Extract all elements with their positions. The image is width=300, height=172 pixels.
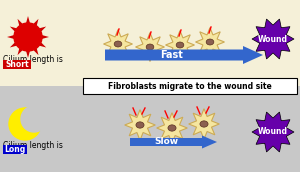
Bar <box>3 60 31 69</box>
FancyArrow shape <box>130 136 217 148</box>
Text: Fast: Fast <box>160 50 183 60</box>
Polygon shape <box>252 112 294 152</box>
Text: Wound: Wound <box>258 35 288 44</box>
Polygon shape <box>10 42 17 47</box>
Bar <box>0 0 300 86</box>
Bar <box>83 78 297 94</box>
Circle shape <box>14 23 42 51</box>
Polygon shape <box>125 110 155 140</box>
Ellipse shape <box>206 39 214 45</box>
Ellipse shape <box>136 122 144 128</box>
Text: Wound: Wound <box>258 127 288 137</box>
Polygon shape <box>7 35 14 39</box>
Polygon shape <box>136 33 164 61</box>
Polygon shape <box>157 113 187 143</box>
Polygon shape <box>17 48 23 55</box>
Text: Short: Short <box>5 60 29 69</box>
Polygon shape <box>42 35 49 39</box>
FancyArrow shape <box>105 46 263 64</box>
Polygon shape <box>26 16 30 23</box>
Text: Cilium length is: Cilium length is <box>3 55 63 63</box>
Polygon shape <box>196 28 224 56</box>
Polygon shape <box>10 26 17 32</box>
Text: Cilium length is: Cilium length is <box>3 141 63 149</box>
Text: Slow: Slow <box>154 137 178 147</box>
Polygon shape <box>17 19 23 26</box>
Polygon shape <box>33 19 38 26</box>
Polygon shape <box>26 51 30 58</box>
Circle shape <box>9 108 41 140</box>
Polygon shape <box>252 19 294 59</box>
Polygon shape <box>33 48 38 55</box>
Ellipse shape <box>146 44 154 50</box>
Circle shape <box>21 106 47 132</box>
Polygon shape <box>166 31 194 60</box>
Polygon shape <box>39 42 46 47</box>
Ellipse shape <box>200 121 208 127</box>
Bar <box>3 145 27 154</box>
Polygon shape <box>189 109 219 139</box>
Ellipse shape <box>114 41 122 47</box>
Bar <box>0 86 300 172</box>
Polygon shape <box>103 30 133 58</box>
Text: Fibroblasts migrate to the wound site: Fibroblasts migrate to the wound site <box>108 82 272 90</box>
Text: Long: Long <box>4 145 26 154</box>
Ellipse shape <box>168 125 176 131</box>
Ellipse shape <box>176 42 184 48</box>
Polygon shape <box>39 26 46 32</box>
